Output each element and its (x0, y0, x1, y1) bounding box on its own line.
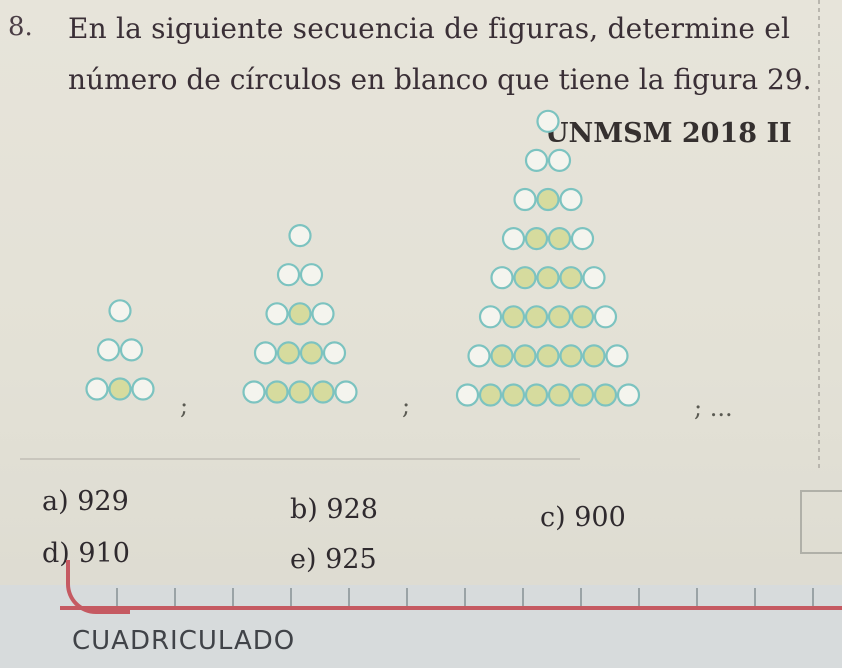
figure-3-shaded-circle (524, 227, 549, 251)
figure-3-white-circle (593, 305, 618, 329)
notebook-brand: CUADRICULADO (72, 626, 296, 656)
option-d-label: d) (42, 538, 70, 569)
separator-2: ; (402, 392, 411, 420)
figure-1-white-circle (119, 338, 144, 362)
figure-3-shaded-circle (536, 266, 560, 290)
figure-1-white-circle (96, 338, 121, 362)
figure-3-shaded-circle (501, 383, 526, 407)
figure-3-shaded-circle (513, 344, 537, 368)
question-text-line-1: En la siguiente secuencia de figuras, de… (68, 12, 791, 45)
circle-figure-sequence (85, 109, 641, 407)
option-e[interactable]: e) 925 (290, 544, 377, 575)
figure-3-white-circle (455, 383, 480, 407)
figure-2-white-circle (253, 341, 278, 365)
figure-3-shaded-circle (524, 383, 549, 407)
figure-3-white-circle (582, 266, 606, 290)
notebook-box-lines (800, 490, 842, 554)
figure-1-white-circle (108, 299, 132, 323)
figure-3-shaded-circle (501, 305, 526, 329)
figure-3-white-circle (524, 148, 549, 172)
figure-3-shaded-circle (593, 383, 618, 407)
figure-3-shaded-circle (536, 187, 560, 212)
figure-2-shaded-circle (276, 341, 301, 365)
red-decorative-curve (66, 560, 130, 614)
figure-3-shaded-circle (570, 305, 595, 329)
figure-2-white-circle (276, 263, 301, 287)
figure-2-white-circle (288, 224, 312, 248)
figure-3-white-circle (616, 383, 641, 407)
option-b-value: 928 (326, 494, 378, 525)
figure-1-white-circle (85, 377, 109, 401)
divider-line (20, 458, 580, 460)
figure-3-shaded-circle (582, 344, 606, 368)
option-b[interactable]: b) 928 (290, 494, 378, 525)
question-number: 8. (8, 12, 33, 42)
option-c-label: c) (540, 502, 566, 533)
figure-2-shaded-circle (299, 341, 324, 365)
figure-2-white-circle (322, 341, 347, 365)
figure-2-white-circle (299, 263, 324, 287)
figure-2-shaded-circle (288, 302, 312, 326)
figure-3-white-circle (478, 305, 503, 329)
option-a-label: a) (42, 486, 69, 517)
separator-1: ; (180, 392, 189, 420)
figure-2-white-circle (311, 302, 335, 326)
figure-2-shaded-circle (265, 380, 289, 404)
red-decorative-line (60, 606, 842, 610)
option-a-value: 929 (77, 486, 129, 517)
figure-3-shaded-circle (559, 344, 583, 368)
figure-3-shaded-circle (536, 344, 560, 368)
figure-3-white-circle (467, 344, 491, 368)
figure-3-white-circle (536, 109, 560, 133)
separator-3: ; ... (694, 394, 733, 422)
page-margin-line (818, 0, 820, 470)
grid-pattern (60, 588, 842, 608)
figure-2-shaded-circle (311, 380, 335, 404)
figure-3-shaded-circle (513, 266, 537, 290)
option-a[interactable]: a) 929 (42, 486, 129, 517)
figure-3-shaded-circle (524, 305, 549, 329)
question-text-line-2: número de círculos en blanco que tiene l… (68, 63, 812, 96)
figure-2-white-circle (265, 302, 289, 326)
option-c-value: 900 (574, 502, 626, 533)
figure-3-shaded-circle (478, 383, 503, 407)
option-c[interactable]: c) 900 (540, 502, 626, 533)
figure-3-white-circle (559, 187, 583, 212)
figure-2-white-circle (242, 380, 266, 404)
figure-3-shaded-circle (559, 266, 583, 290)
figure-1-white-circle (131, 377, 155, 401)
option-e-label: e) (290, 544, 317, 575)
figure-3-white-circle (501, 227, 526, 251)
figure-2-white-circle (334, 380, 358, 404)
option-e-value: 925 (325, 544, 377, 575)
figure-3-white-circle (570, 227, 595, 251)
figure-2-shaded-circle (288, 380, 312, 404)
figure-3-white-circle (547, 148, 572, 172)
option-b-label: b) (290, 494, 318, 525)
figure-3-shaded-circle (570, 383, 595, 407)
figure-3-white-circle (605, 344, 629, 368)
figure-3-shaded-circle (490, 344, 514, 368)
figure-1-shaded-circle (108, 377, 132, 401)
figure-3-white-circle (513, 187, 537, 212)
figure-3-shaded-circle (547, 383, 572, 407)
exam-source: UNMSM 2018 II (545, 118, 792, 149)
figure-3-white-circle (490, 266, 514, 290)
figure-3-shaded-circle (547, 227, 572, 251)
figure-3-shaded-circle (547, 305, 572, 329)
